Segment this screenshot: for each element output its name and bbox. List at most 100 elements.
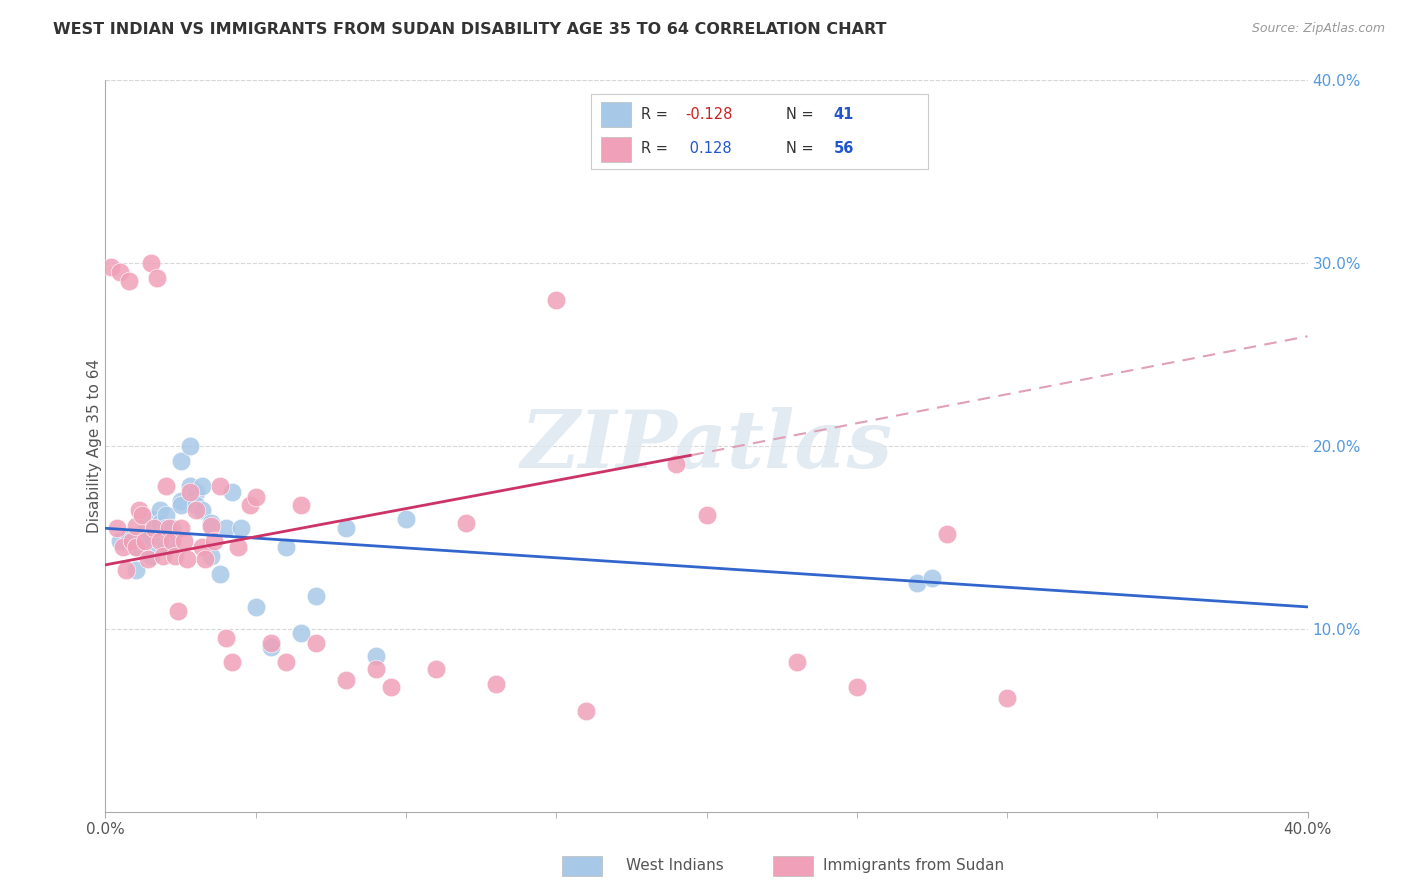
Point: [157, 521, 180, 535]
Point: [124, 519, 146, 533]
Point: [335, 521, 357, 535]
Point: [245, 490, 267, 504]
Point: [845, 681, 868, 695]
Point: [226, 540, 249, 554]
Point: [128, 503, 150, 517]
Point: [184, 484, 207, 499]
Point: [142, 521, 165, 535]
Point: [425, 662, 447, 676]
Point: [936, 526, 959, 541]
Point: [124, 563, 146, 577]
Point: [169, 453, 191, 467]
Point: [245, 599, 267, 614]
Text: -0.128: -0.128: [685, 107, 733, 122]
Point: [179, 484, 201, 499]
Point: [184, 498, 207, 512]
Text: WEST INDIAN VS IMMIGRANTS FROM SUDAN DISABILITY AGE 35 TO 64 CORRELATION CHART: WEST INDIAN VS IMMIGRANTS FROM SUDAN DIS…: [53, 22, 887, 37]
Point: [131, 526, 153, 541]
Point: [163, 549, 186, 563]
Point: [118, 275, 141, 289]
Point: [290, 625, 312, 640]
Point: [139, 512, 162, 526]
Text: 56: 56: [834, 141, 853, 156]
Point: [274, 540, 297, 554]
Point: [145, 270, 167, 285]
Point: [786, 655, 808, 669]
Text: Immigrants from Sudan: Immigrants from Sudan: [823, 858, 1004, 872]
Point: [134, 534, 156, 549]
Point: [112, 540, 135, 554]
Point: [139, 549, 162, 563]
Point: [176, 552, 198, 566]
Point: [202, 534, 225, 549]
Point: [160, 534, 183, 549]
Point: [214, 631, 236, 645]
Text: R =: R =: [641, 107, 668, 122]
Point: [131, 508, 153, 523]
Text: West Indians: West Indians: [626, 858, 724, 872]
Point: [239, 498, 262, 512]
Point: [148, 503, 170, 517]
Point: [169, 493, 191, 508]
Point: [184, 503, 207, 517]
Point: [124, 540, 146, 554]
Point: [160, 534, 183, 549]
Point: [364, 649, 387, 664]
Point: [485, 676, 508, 690]
Point: [305, 636, 328, 650]
Point: [194, 552, 217, 566]
Point: [124, 540, 146, 554]
Point: [214, 521, 236, 535]
Point: [395, 512, 418, 526]
Point: [148, 516, 170, 530]
Text: 41: 41: [834, 107, 853, 122]
Point: [179, 479, 201, 493]
Point: [100, 260, 122, 274]
Point: [200, 519, 222, 533]
Point: [274, 655, 297, 669]
Point: [221, 484, 243, 499]
Point: [380, 681, 402, 695]
Point: [139, 530, 162, 544]
Point: [169, 521, 191, 535]
Point: [152, 549, 174, 563]
Point: [173, 534, 195, 549]
Text: R =: R =: [641, 141, 668, 156]
Bar: [600, 102, 631, 127]
Point: [454, 516, 477, 530]
Point: [169, 498, 191, 512]
Point: [107, 521, 129, 535]
Point: [131, 534, 153, 549]
Text: N =: N =: [786, 107, 814, 122]
Point: [190, 540, 212, 554]
Point: [190, 503, 212, 517]
Text: N =: N =: [786, 141, 814, 156]
Point: [546, 293, 568, 307]
Point: [335, 673, 357, 687]
Point: [364, 662, 387, 676]
Text: Source: ZipAtlas.com: Source: ZipAtlas.com: [1251, 22, 1385, 36]
Text: 0.128: 0.128: [685, 141, 731, 156]
Point: [305, 589, 328, 603]
Point: [575, 704, 598, 718]
Text: ZIPatlas: ZIPatlas: [520, 408, 893, 484]
Point: [200, 549, 222, 563]
Point: [229, 521, 252, 535]
Point: [260, 640, 283, 655]
Y-axis label: Disability Age 35 to 64: Disability Age 35 to 64: [87, 359, 101, 533]
Point: [155, 521, 177, 535]
Point: [139, 256, 162, 270]
Point: [905, 576, 928, 591]
Point: [208, 479, 231, 493]
Point: [290, 498, 312, 512]
Point: [179, 439, 201, 453]
Point: [665, 458, 688, 472]
Point: [208, 567, 231, 582]
Point: [995, 691, 1018, 706]
Point: [121, 534, 143, 549]
Point: [155, 540, 177, 554]
Point: [921, 571, 943, 585]
Bar: [600, 136, 631, 161]
Point: [110, 534, 132, 549]
Point: [136, 552, 159, 566]
